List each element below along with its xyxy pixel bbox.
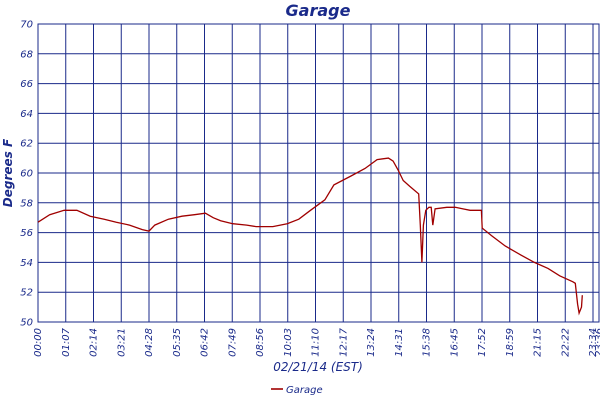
plot-frame: [37, 23, 600, 323]
x-tick-label: 23:36: [594, 328, 600, 357]
x-tick-label: 00:00: [33, 328, 44, 357]
y-tick-label: 66: [20, 79, 33, 90]
y-tick-label: 54: [20, 258, 33, 269]
x-tick-label: 03:21: [116, 328, 127, 357]
legend-label-garage: Garage: [286, 385, 323, 396]
x-tick-label: 14:31: [394, 328, 405, 357]
x-tick-label: 10:03: [283, 328, 294, 357]
y-axis-ticks: 50 52 54 56 58 60 62 64 66 68 70: [20, 20, 33, 329]
y-axis-label: Degrees F: [1, 138, 15, 207]
x-tick-label: 17:52: [477, 328, 488, 357]
y-tick-label: 50: [20, 318, 33, 329]
y-tick-label: 60: [20, 169, 33, 180]
chart-title: Garage: [286, 1, 351, 20]
y-tick-label: 56: [20, 228, 33, 239]
x-tick-label: 05:35: [172, 328, 183, 357]
x-tick-label: 21:15: [533, 328, 544, 357]
x-tick-label: 07:49: [227, 328, 238, 357]
y-tick-label: 68: [20, 49, 33, 60]
x-tick-label: 18:59: [505, 328, 516, 357]
x-tick-label: 04:28: [144, 328, 155, 357]
x-tick-label: 01:07: [61, 327, 72, 356]
x-axis-ticks: 00:00 01:07 02:14 03:21 04:28 05:35 06:42 07:49…: [33, 327, 600, 356]
x-tick-label: 11:10: [311, 328, 322, 357]
y-tick-label: 70: [20, 20, 33, 31]
x-tick-label: 12:17: [338, 327, 349, 356]
x-axis-label: 02/21/14 (EST): [273, 360, 363, 374]
grid: [37, 23, 600, 323]
x-tick-label: 16:45: [449, 328, 460, 357]
legend: Garage: [271, 385, 323, 396]
y-tick-label: 58: [20, 198, 33, 209]
y-tick-label: 64: [20, 109, 33, 120]
y-tick-label: 52: [20, 288, 33, 299]
x-tick-label: 23:34: [588, 328, 599, 357]
y-tick-label: 62: [20, 139, 33, 150]
x-tick-label: 22:22: [560, 328, 571, 357]
x-tick-label: 06:42: [200, 328, 211, 357]
x-tick-label: 13:24: [366, 328, 377, 357]
x-tick-label: 15:38: [422, 328, 433, 357]
series-line-garage: [37, 157, 583, 316]
x-tick-label: 02:14: [89, 328, 100, 357]
series-layer: [37, 157, 583, 316]
x-tick-label: 08:56: [255, 328, 266, 357]
